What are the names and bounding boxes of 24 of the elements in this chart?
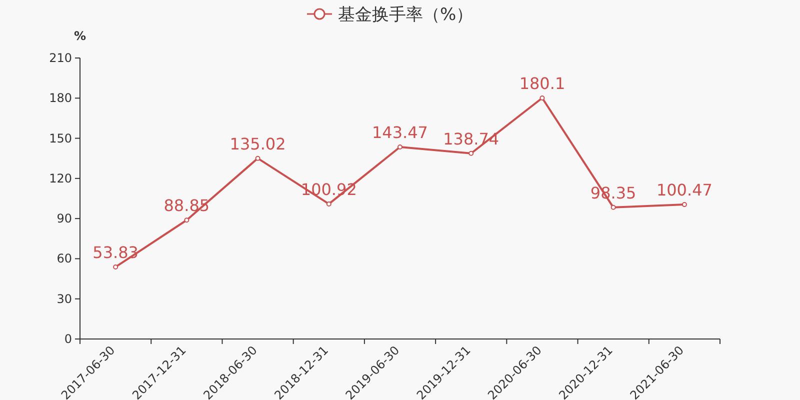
y-tick-label: 60 [56, 252, 72, 266]
point [326, 201, 332, 206]
y-tick-label: 30 [56, 292, 72, 306]
point [682, 202, 687, 208]
point [398, 144, 402, 150]
point [610, 204, 616, 210]
data-label: 100.47 [656, 180, 712, 200]
y-tick-label: 150 [49, 131, 72, 146]
y-tick-label: 180 [49, 91, 72, 106]
y-axis-title: % [74, 29, 86, 43]
legend-label: 基金换手率（%） [338, 5, 474, 25]
y-tick-label: 120 [49, 171, 72, 186]
point [540, 96, 545, 101]
data-label: 180.1 [519, 74, 566, 94]
y-tick-label: 90 [56, 212, 72, 226]
point [113, 264, 118, 270]
data-label: 53.83 [92, 242, 138, 262]
point [255, 156, 260, 161]
data-label: 135.02 [230, 134, 286, 154]
y-tick-label: 0 [64, 332, 72, 346]
y-tick-label: 210 [49, 51, 72, 65]
point [184, 218, 190, 223]
point [468, 150, 474, 156]
data-label: 143.47 [372, 123, 428, 142]
